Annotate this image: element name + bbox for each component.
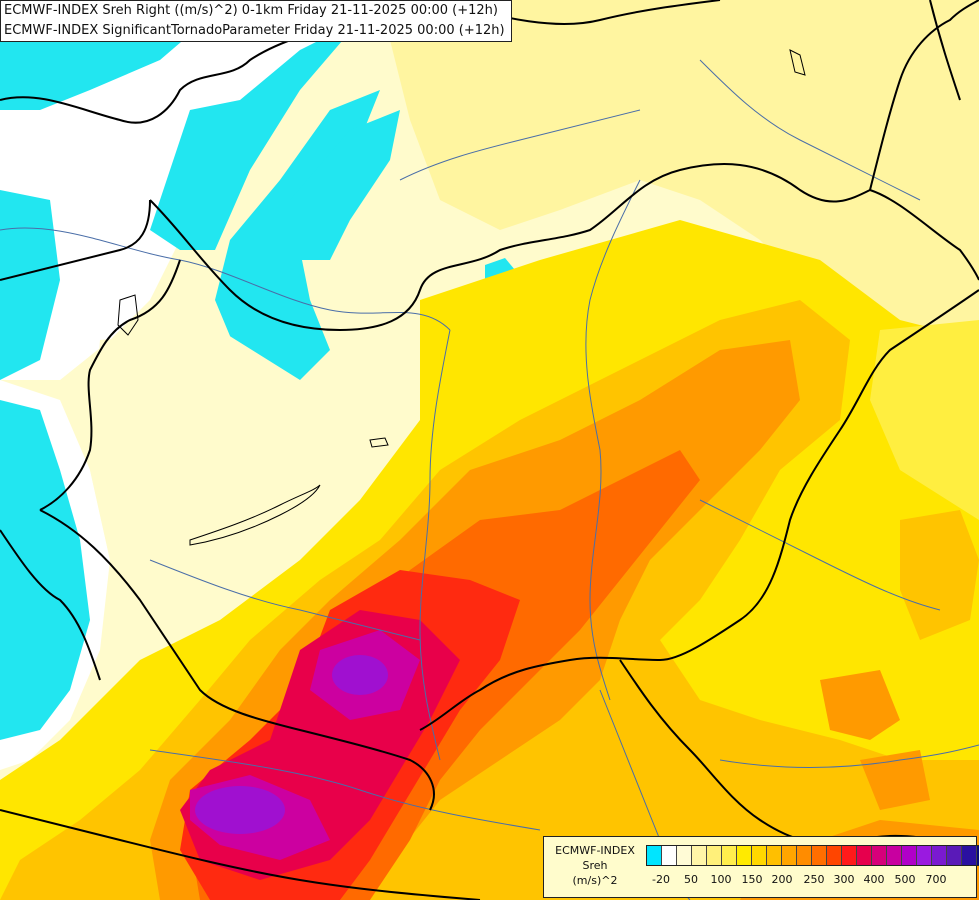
lake-neusiedl	[117, 294, 139, 336]
border-hungary-croatia	[39, 509, 435, 811]
river-east	[699, 499, 941, 611]
field-gold-east-blob	[900, 510, 979, 640]
border-croatia-bosnia	[0, 809, 481, 900]
legend-color-bar	[646, 845, 979, 866]
lake-small-1	[369, 437, 389, 448]
legend-swatch	[752, 846, 767, 865]
river-south-east	[719, 744, 979, 768]
legend-swatch	[647, 846, 662, 865]
legend-swatch	[692, 846, 707, 865]
legend-swatch	[782, 846, 797, 865]
legend-swatch	[932, 846, 947, 865]
legend-tick: 200	[771, 873, 793, 886]
field-orange-se-blob-2	[860, 750, 930, 810]
border-slovakia-hungary	[149, 163, 979, 331]
field-cyan-sw	[0, 400, 90, 740]
legend-swatch	[707, 846, 722, 865]
lake-small-2	[789, 49, 806, 76]
river-danube-upper	[0, 227, 451, 331]
legend-tick-labels: -20 50 100 150 200 250 300 400 500 700	[646, 873, 971, 889]
field-cyan-west-edge	[0, 190, 60, 380]
river-sava	[149, 749, 541, 831]
title-line-stp: ECMWF-INDEX SignificantTornadoParameter …	[4, 23, 505, 38]
legend-tick: 300	[833, 873, 855, 886]
legend-swatch	[917, 846, 932, 865]
field-pale-yellow-north	[380, 0, 979, 330]
legend-swatch	[662, 846, 677, 865]
legend-tick: 500	[894, 873, 916, 886]
field-cyan-band-1	[150, 20, 360, 250]
field-orange-se-blob	[820, 670, 900, 740]
legend-tick: 250	[803, 873, 825, 886]
field-cream-central-west	[90, 330, 440, 630]
legend-swatch	[902, 846, 917, 865]
river-tisza	[585, 179, 641, 701]
legend-tick: 150	[741, 873, 763, 886]
legend-tick: -20	[652, 873, 670, 886]
legend-swatch	[737, 846, 752, 865]
legend-tick: 100	[710, 873, 732, 886]
legend-tick: 400	[863, 873, 885, 886]
legend-label-param: Sreh	[582, 859, 608, 872]
border-slovenia	[0, 529, 101, 681]
lake-balaton	[189, 484, 321, 546]
field-cyan-band-3	[290, 110, 400, 260]
border-moldova	[929, 0, 961, 101]
field-purple-core-south	[195, 786, 285, 834]
legend-swatch	[857, 846, 872, 865]
legend-swatch	[722, 846, 737, 865]
field-purple-core-north	[332, 655, 388, 695]
river-north-2	[699, 59, 921, 201]
border-ukraine	[869, 0, 979, 191]
legend-swatch	[947, 846, 962, 865]
field-yellow-east-bright	[870, 320, 979, 520]
legend-label-source: ECMWF-INDEX	[555, 844, 635, 857]
map-title-box: ECMWF-INDEX Sreh Right ((m/s)^2) 0-1km F…	[0, 0, 512, 42]
legend-swatch	[977, 846, 979, 865]
border-hungary-romania	[419, 289, 979, 731]
legend-swatch	[872, 846, 887, 865]
legend-swatch	[842, 846, 857, 865]
legend-swatch	[677, 846, 692, 865]
legend-tick: 50	[684, 873, 698, 886]
title-line-sreh: ECMWF-INDEX Sreh Right ((m/s)^2) 0-1km F…	[4, 3, 498, 18]
rivers	[0, 59, 979, 900]
border-austria-czech	[0, 199, 151, 281]
legend-tick: 700	[925, 873, 947, 886]
legend-swatch	[797, 846, 812, 865]
legend-swatch	[812, 846, 827, 865]
border-austria-hungary	[39, 259, 181, 511]
legend-swatch	[962, 846, 977, 865]
color-legend: ECMWF-INDEX Sreh (m/s)^2 -20 50 100 150 200 2…	[543, 836, 979, 898]
river-drava	[149, 559, 421, 641]
river-north-1	[399, 109, 641, 181]
legend-swatch	[767, 846, 782, 865]
legend-label: ECMWF-INDEX Sreh (m/s)^2	[544, 843, 646, 888]
legend-swatch	[827, 846, 842, 865]
legend-swatch	[887, 846, 902, 865]
river-danube-central	[419, 329, 451, 761]
legend-label-unit: (m/s)^2	[572, 874, 618, 887]
